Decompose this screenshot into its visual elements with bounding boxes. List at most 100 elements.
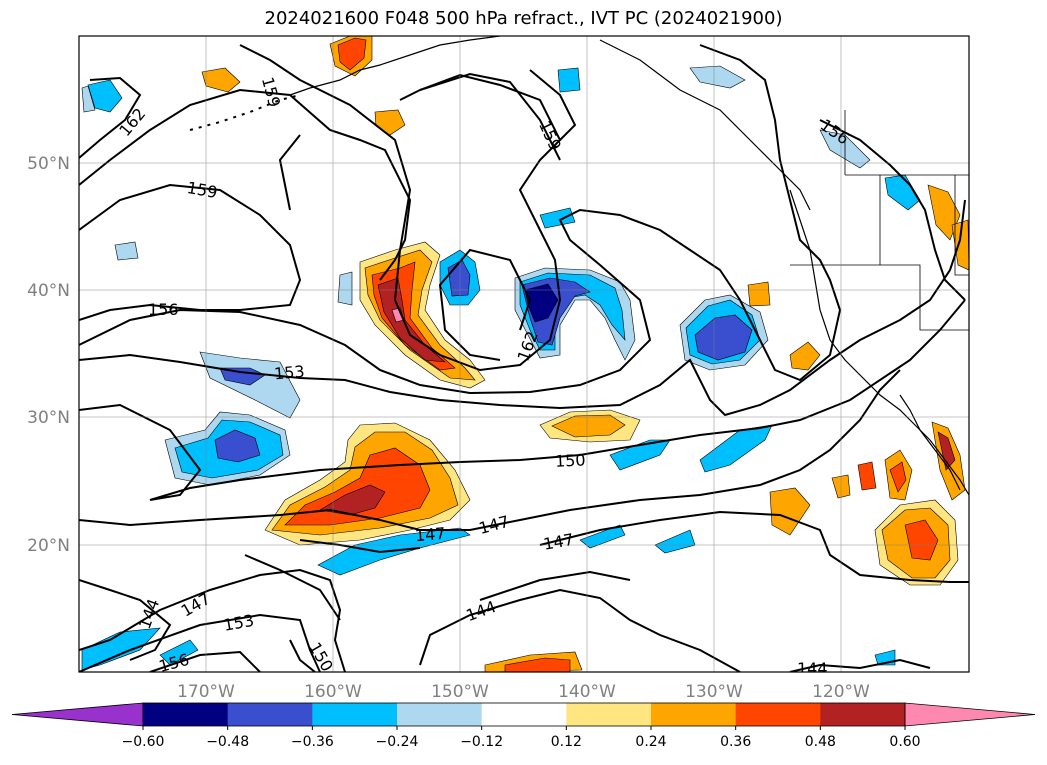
colorbar-tick-label: −0.24 [376,734,419,750]
contour-156-left [278,134,301,211]
negative-anomaly-55n [557,67,581,93]
contour-144-inner [479,570,631,601]
contour-156-west [79,183,302,321]
positive-anomaly-25n [769,487,811,536]
state-line-id [954,175,969,276]
colorbar-border [142,702,906,727]
contour-150-bottom [289,639,316,672]
negative-anomaly-167w-core [214,429,261,463]
map-content: 162 159 159 159 156 156 153 162 150 147 … [79,36,969,678]
colorbar-segment [481,703,567,726]
colorbar-segment [397,703,483,726]
positive-anomaly-patch-30n-core [551,414,626,438]
negative-anomaly-nw-edge [81,85,96,113]
refractivity-contours [79,44,969,672]
contour-coast-north [819,119,966,301]
contour-label: 156 [148,300,179,319]
colorbar-segment [312,703,398,726]
contour-label: 156 [157,650,191,676]
lon-label-140w: 140°W [558,682,616,702]
chart-title: 2024021600 F048 500 hPa refract., IVT PC… [264,8,783,29]
positive-anomaly-25n-c [857,461,877,491]
colorbar-segment [820,703,906,726]
positive-anomaly-bottom-core [504,657,571,672]
colorbar-tick-label: −0.36 [291,734,334,750]
contour-162-center [438,248,532,361]
negative-anomaly-sw-2 [159,639,199,666]
lat-label-20n: 20°N [27,536,70,556]
colorbar-extend-high [904,702,1036,727]
colorbar-tick-label: 0.48 [805,734,836,750]
colorbar-tick-label: −0.60 [122,734,165,750]
positive-anomaly-coast-35n [789,341,821,371]
contour-147-c [299,539,421,554]
lon-label-170w: 170°W [177,682,235,702]
colorbar-tick-label: 0.24 [635,734,666,750]
lon-label-130w: 130°W [685,682,743,702]
gulf-of-alaska-coast [599,39,811,211]
lat-label-50n: 50°N [27,154,70,174]
contour-label: 153 [273,362,305,384]
contour-147-a [79,369,901,531]
positive-anomaly-baja-core [889,461,907,493]
map-panel [79,36,969,672]
colorbar-segment [227,703,313,726]
colorbar-segment [735,703,821,726]
negative-anomaly-28n-a [609,439,671,471]
lon-label-120w: 120°W [812,682,870,702]
graticule [79,36,969,672]
contour-159-north [79,88,412,281]
baja-california [899,394,961,491]
contour-label: 147 [414,524,446,546]
negative-anomaly-165w-33n-core [219,367,266,386]
contour-147-mid [244,554,341,621]
negative-anomaly-45n [539,207,576,229]
contour-label: 150 [555,450,586,471]
positive-anomaly-se-inner [904,519,939,561]
negative-anomaly-alaska [689,65,746,89]
colorbar-segment [566,703,652,726]
lon-axis: 170°W 160°W 150°W 140°W 130°W 120°W [177,682,870,702]
colorbar-segment [143,703,229,726]
colorbar-tick-label: 0.60 [889,734,920,750]
lon-label-160w: 160°W [304,682,362,702]
contour-159-top [419,72,561,161]
contour-147-b [539,510,969,583]
positive-anomaly-small-52n [374,109,406,136]
lat-label-30n: 30°N [27,408,70,428]
positive-anomaly-coast-40n [747,281,771,307]
contour-153-sw [79,613,321,672]
contour-156-main [79,44,842,395]
colorbar: −0.60 −0.48 −0.36 −0.24 −0.12 0.12 0.24 0.36 0.4… [11,702,1036,750]
negative-anomaly-40n-a [337,271,353,306]
map-border [78,35,970,673]
colorbar-tick-label: 0.36 [720,734,751,750]
contour-159-loop [529,69,577,141]
positive-anomaly-small-56n [201,67,241,93]
negative-anomaly-nw [87,79,123,113]
colorbar-segment [651,703,737,726]
positive-anomaly-top-core [337,37,367,71]
contour-144-center [419,588,741,672]
colorbar-tick-label: −0.48 [206,734,249,750]
aleutian-chain [189,94,301,131]
colorbar-tick-label: −0.12 [460,734,503,750]
lat-axis: 50°N 40°N 30°N 20°N [27,154,70,556]
ivt-filled-regions [81,36,969,672]
contour-162-nw [79,76,142,159]
contour-156-sw [149,650,261,672]
contour-144-se [789,658,931,672]
contour-150 [79,299,966,501]
contour-label: 144 [797,659,828,678]
na-west-coast [789,189,969,496]
contour-147-sw [79,568,346,672]
contour-153 [79,199,966,417]
colorbar-tick-label: 0.12 [551,734,582,750]
negative-anomaly-129w-core [694,314,753,361]
colorbar-extend-low [11,702,144,727]
lon-label-150w: 150°W [431,682,489,702]
contour-159-arc [239,44,562,372]
negative-anomaly-43n [114,241,139,261]
lat-label-40n: 40°N [27,281,70,301]
